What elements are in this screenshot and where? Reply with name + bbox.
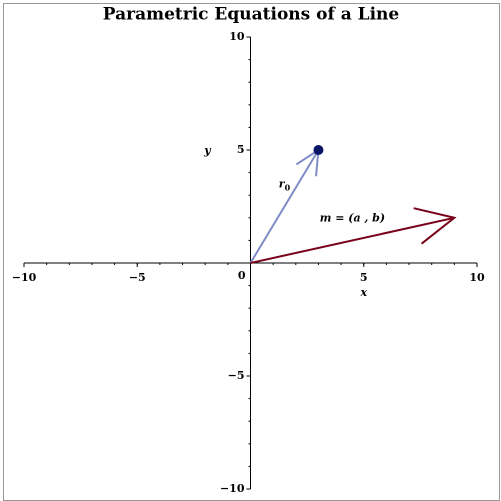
y-tick-label: 5: [237, 143, 245, 156]
vector-label-text: m = (a , b): [320, 211, 385, 224]
point: [313, 145, 324, 155]
vector-label: r0: [279, 178, 291, 193]
y-tick-label: −10: [220, 482, 245, 495]
frame: [3, 3, 500, 501]
x-tick-label: −10: [12, 271, 37, 284]
x-tick-label: 10: [469, 271, 485, 284]
y-axis-label: y: [203, 144, 212, 157]
chart-title: Parametric Equations of a Line: [103, 5, 400, 25]
vector-label-text: r: [279, 178, 286, 191]
vector: [249, 149, 320, 264]
vector: [250, 216, 455, 264]
y-tick-label: 10: [229, 30, 245, 43]
x-tick-label: −5: [129, 271, 146, 284]
arrow-head: [413, 207, 457, 245]
x-tick-label: 5: [360, 271, 368, 284]
x-tick-label: 0: [238, 269, 246, 282]
vector-label: m = (a , b): [320, 211, 385, 224]
x-axis-label: x: [359, 286, 367, 299]
y-tick-label: −5: [228, 369, 245, 382]
vector-label-subscript: 0: [285, 183, 291, 193]
